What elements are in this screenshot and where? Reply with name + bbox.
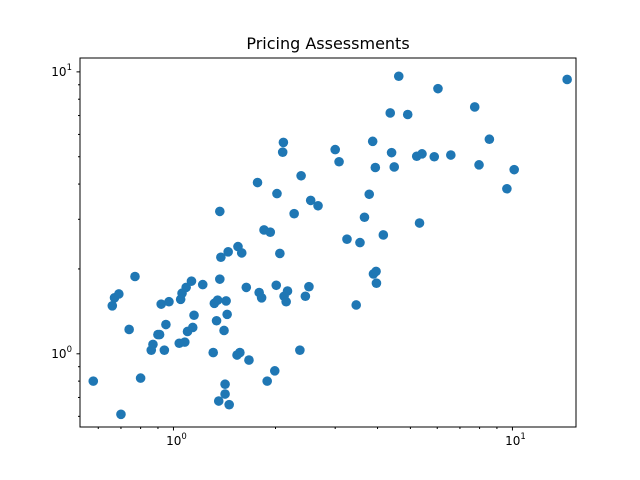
data-point: [220, 379, 230, 390]
data-point: [88, 376, 99, 386]
data-point: [215, 206, 225, 217]
data-point: [469, 102, 480, 112]
data-point: [389, 162, 400, 172]
data-point: [275, 248, 285, 259]
data-point: [429, 151, 440, 162]
data-point: [474, 160, 484, 170]
data-point: [278, 137, 289, 148]
data-point: [393, 71, 404, 82]
data-point: [256, 293, 267, 303]
chart-title: Pricing Assessments: [246, 34, 409, 53]
data-point: [154, 329, 165, 340]
data-point: [211, 315, 222, 326]
data-point: [116, 409, 126, 420]
data-point: [236, 248, 247, 258]
data-point: [244, 355, 254, 365]
data-point: [187, 322, 198, 333]
data-point: [296, 170, 306, 181]
x-tick-label: 100: [166, 432, 187, 448]
data-point: [271, 280, 282, 291]
data-point: [385, 108, 396, 118]
data-point: [484, 134, 495, 145]
data-point: [304, 281, 314, 292]
data-point: [179, 337, 190, 347]
data-point: [164, 296, 174, 307]
data-point: [222, 309, 232, 320]
data-point: [305, 195, 316, 206]
data-point: [562, 74, 572, 85]
data-point: [252, 177, 263, 188]
data-point: [277, 147, 288, 157]
data-point: [212, 295, 223, 305]
data-point: [417, 149, 427, 159]
data-point: [289, 208, 299, 219]
data-point: [272, 188, 282, 199]
data-point: [364, 189, 375, 200]
data-point: [351, 300, 362, 310]
data-point: [446, 150, 456, 160]
data-point: [221, 296, 231, 306]
data-point: [219, 325, 229, 336]
data-point: [216, 252, 226, 263]
data-point: [265, 227, 276, 237]
data-point: [300, 291, 311, 302]
data-point: [130, 271, 140, 282]
data-point: [359, 212, 370, 223]
data-point: [161, 319, 171, 330]
data-point: [378, 230, 389, 240]
data-point: [159, 345, 170, 355]
data-point: [223, 247, 233, 257]
data-point: [181, 282, 191, 293]
data-point: [241, 282, 252, 293]
data-point: [370, 162, 381, 173]
data-point: [334, 156, 344, 167]
plot-frame: [79, 57, 577, 428]
data-point: [414, 218, 425, 228]
points-layer: [88, 71, 572, 420]
data-point: [367, 136, 378, 147]
data-point: [313, 200, 323, 211]
data-point: [509, 164, 519, 175]
data-point: [208, 347, 219, 358]
data-point: [189, 310, 199, 321]
data-point: [197, 279, 208, 290]
data-point: [186, 276, 197, 286]
data-point: [502, 183, 512, 194]
data-point: [281, 296, 291, 307]
data-point: [371, 278, 382, 289]
data-point: [402, 109, 413, 120]
data-point: [114, 289, 124, 299]
data-point: [295, 345, 305, 355]
data-point: [433, 83, 443, 94]
ticks-layer: 100 101 100 101: [51, 63, 525, 448]
data-point: [282, 286, 293, 296]
x-tick-label: 101: [505, 432, 526, 448]
data-point: [330, 144, 340, 155]
data-point: [355, 237, 365, 248]
data-point: [156, 299, 166, 309]
data-point: [235, 347, 245, 358]
y-tick-label: 101: [51, 63, 72, 79]
data-point: [342, 234, 352, 244]
y-tick-label: 100: [51, 345, 72, 361]
data-point: [371, 266, 381, 277]
data-point: [148, 339, 158, 350]
data-point: [386, 147, 397, 158]
data-point: [262, 376, 272, 386]
data-point: [215, 274, 225, 284]
data-point: [213, 396, 224, 406]
data-point: [107, 301, 118, 311]
data-point: [124, 324, 134, 335]
data-point: [220, 389, 230, 399]
data-point: [269, 366, 280, 376]
data-point: [224, 399, 234, 410]
data-point: [135, 373, 146, 383]
